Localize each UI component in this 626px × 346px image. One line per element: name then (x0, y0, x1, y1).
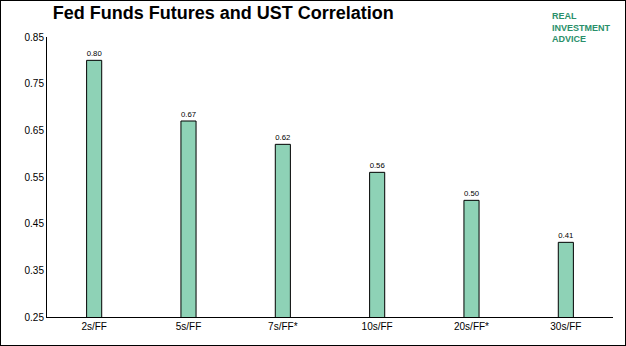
svg-text:REALINVESTMENTADVICE: REALINVESTMENTADVICE (552, 11, 611, 44)
svg-text:7s/FF*: 7s/FF* (268, 321, 298, 332)
svg-text:20s/FF*: 20s/FF* (454, 321, 489, 332)
svg-text:0.56: 0.56 (370, 161, 385, 170)
svg-text:0.62: 0.62 (275, 133, 290, 142)
svg-text:0.25: 0.25 (25, 312, 45, 323)
svg-text:10s/FF: 10s/FF (362, 321, 393, 332)
svg-text:0.50: 0.50 (464, 189, 479, 198)
svg-text:0.35: 0.35 (25, 265, 45, 276)
svg-text:0.41: 0.41 (558, 231, 573, 240)
svg-text:0.65: 0.65 (25, 125, 45, 136)
svg-text:0.45: 0.45 (25, 218, 45, 229)
svg-text:30s/FF: 30s/FF (550, 321, 581, 332)
svg-text:0.75: 0.75 (25, 78, 45, 89)
svg-text:0.67: 0.67 (181, 110, 196, 119)
svg-text:2s/FF: 2s/FF (81, 321, 107, 332)
svg-text:0.55: 0.55 (25, 172, 45, 183)
svg-text:0.80: 0.80 (87, 49, 102, 58)
svg-text:5s/FF: 5s/FF (176, 321, 202, 332)
svg-text:0.85: 0.85 (25, 32, 45, 43)
svg-text:Fed Funds Futures and UST Corr: Fed Funds Futures and UST Correlation (53, 3, 394, 23)
